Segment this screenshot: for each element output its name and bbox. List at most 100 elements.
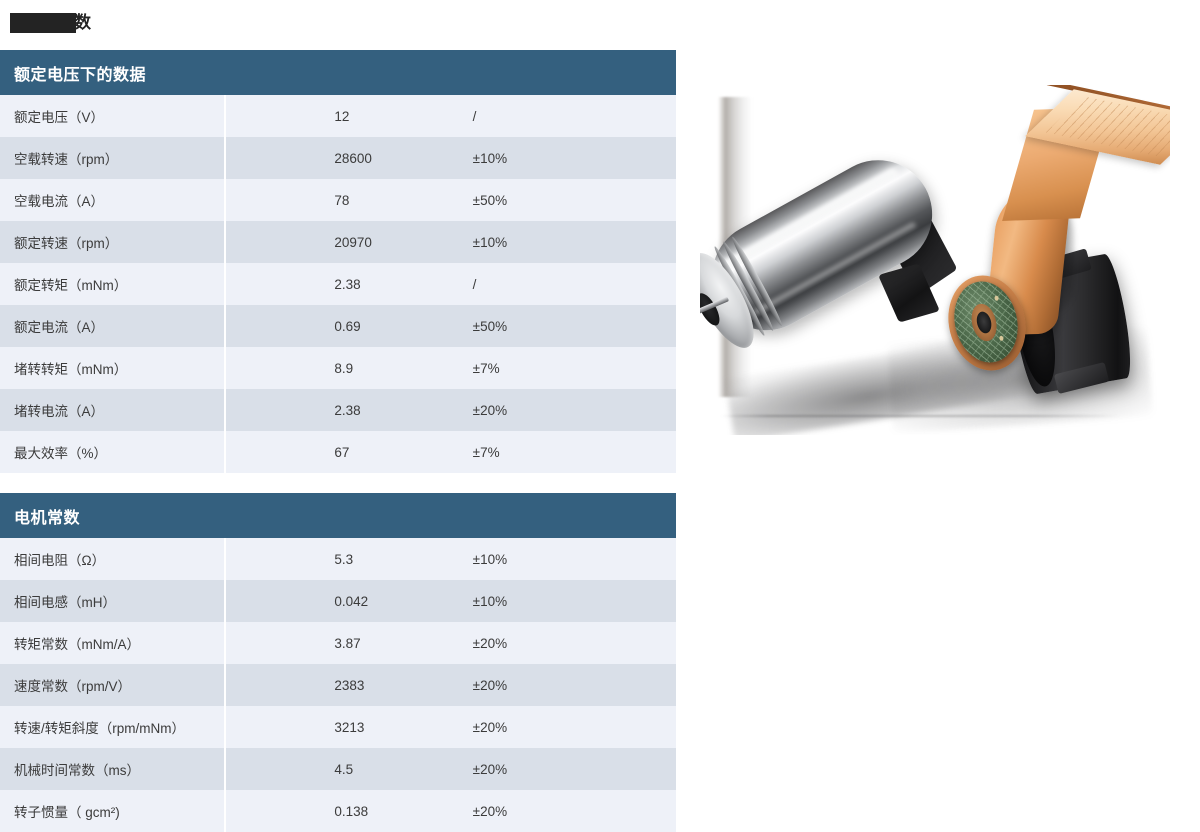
row-label-text: 转矩常数 (14, 637, 68, 652)
spec-rows-motor-constants: 相间电阻（Ω） 5.3 ±10% 相间电感（mH） 0.042 ±10% 转矩常… (0, 538, 676, 832)
row-tolerance: ±20% (472, 761, 508, 777)
page-title-visible-tail: 数 (74, 13, 91, 32)
row-value: 2.38 (224, 263, 451, 305)
row-label: 额定转速（rpm） (0, 221, 225, 263)
row-tolerance: ±10% (472, 150, 508, 166)
table-row: 堵转电流（A） 2.38 ±20% (0, 389, 676, 431)
row-label: 转矩常数（mNm/A） (0, 622, 225, 664)
row-tolerance: ±20% (472, 803, 508, 819)
row-label: 转速/转矩斜度（rpm/mNm） (0, 706, 225, 748)
row-label: 相间电阻（Ω） (0, 538, 225, 580)
row-unit: （%） (68, 446, 108, 461)
row-label-text: 空载电流 (14, 194, 68, 209)
row-label-text: 相间电阻 (14, 553, 68, 568)
row-unit: （mH） (68, 595, 116, 610)
table-row: 转矩常数（mNm/A） 3.87 ±20% (0, 622, 676, 664)
row-label-text: 机械时间常数 (14, 763, 95, 778)
row-unit: （mNm） (68, 362, 128, 377)
table-row: 堵转转矩（mNm） 8.9 ±7% (0, 347, 676, 389)
row-tolerance: ±7% (472, 444, 500, 460)
row-value: 5.3 (224, 538, 451, 580)
row-label: 最大效率（%） (0, 431, 225, 473)
row-value: 78 (224, 179, 451, 221)
row-value: 3213 (224, 706, 451, 748)
row-value: 28600 (224, 137, 451, 179)
row-value: 0.042 (224, 580, 451, 622)
table-row: 额定转速（rpm） 20970 ±10% (0, 221, 676, 263)
table-row: 额定转矩（mNm） 2.38 / (0, 263, 676, 305)
pcb-center-bore (974, 310, 994, 335)
row-label-text: 额定转矩 (14, 278, 68, 293)
row-tolerance: / (472, 108, 477, 124)
section-header-rated-voltage-data: 额定电压下的数据 (0, 50, 676, 95)
row-label-text: 转子惯量 (14, 805, 68, 820)
table-row: 转速/转矩斜度（rpm/mNm） 3213 ±20% (0, 706, 676, 748)
row-tolerance: ±10% (472, 551, 508, 567)
row-label-text: 空载转速 (14, 152, 68, 167)
table-row: 相间电阻（Ω） 5.3 ±10% (0, 538, 676, 580)
row-unit: （rpm/mNm） (98, 721, 186, 736)
row-unit: （A） (68, 404, 105, 419)
row-label: 堵转转矩（mNm） (0, 347, 225, 389)
row-tolerance: / (472, 276, 477, 292)
row-tolerance: ±20% (472, 677, 508, 693)
row-unit: （ms） (95, 763, 140, 778)
row-tolerance: ±10% (472, 593, 508, 609)
section-header-motor-constants: 电机常数 (0, 493, 676, 538)
row-unit: （Ω） (68, 553, 106, 568)
row-tolerance: ±20% (472, 402, 508, 418)
row-tolerance: ±50% (472, 318, 508, 334)
redaction-block (10, 13, 76, 33)
row-unit: （A） (68, 320, 105, 335)
row-label: 空载转速（rpm） (0, 137, 225, 179)
table-row: 相间电感（mH） 0.042 ±10% (0, 580, 676, 622)
row-label: 空载电流（A） (0, 179, 225, 221)
row-tolerance: ±20% (472, 635, 508, 651)
table-row: 额定电压（V） 12 / (0, 95, 676, 137)
row-unit: （rpm） (68, 236, 119, 251)
row-value: 8.9 (224, 347, 451, 389)
row-label-text: 堵转电流 (14, 404, 68, 419)
row-value: 12 (224, 95, 451, 137)
row-value: 2.38 (224, 389, 451, 431)
row-label-text: 转速/转矩斜度 (14, 721, 99, 736)
row-tolerance: ±10% (472, 234, 508, 250)
ground-line (720, 415, 1120, 417)
row-unit: （ gcm²) (68, 805, 120, 820)
row-label-text: 堵转转矩 (14, 362, 68, 377)
row-label: 额定电压（V） (0, 95, 225, 137)
row-value: 0.138 (224, 790, 451, 832)
row-tolerance: ±7% (472, 360, 500, 376)
row-value: 20970 (224, 221, 451, 263)
row-unit: （rpm/V） (68, 679, 132, 694)
row-label: 速度常数（rpm/V） (0, 664, 225, 706)
table-row: 最大效率（%） 67 ±7% (0, 431, 676, 473)
row-label: 额定电流（A） (0, 305, 225, 347)
row-value: 67 (224, 431, 451, 473)
table-row: 空载电流（A） 78 ±50% (0, 179, 676, 221)
row-unit: （rpm） (68, 152, 119, 167)
row-unit: （V） (68, 110, 105, 125)
table-row: 额定电流（A） 0.69 ±50% (0, 305, 676, 347)
row-value: 3.87 (224, 622, 451, 664)
table-separator (0, 473, 676, 493)
specification-tables: 额定电压下的数据 额定电压（V） 12 / 空载转速（rpm） 28600 ±1… (0, 50, 676, 832)
table-row: 空载转速（rpm） 28600 ±10% (0, 137, 676, 179)
spec-table-rated-voltage-data: 额定电压下的数据 额定电压（V） 12 / 空载转速（rpm） 28600 ±1… (0, 50, 676, 473)
row-label-text: 速度常数 (14, 679, 68, 694)
row-label-text: 额定电流 (14, 320, 68, 335)
row-unit: （A） (68, 194, 105, 209)
copper-flex-cable (982, 85, 1170, 363)
page-title: 数 (10, 8, 91, 38)
table-row: 机械时间常数（ms） 4.5 ±20% (0, 748, 676, 790)
row-label: 堵转电流（A） (0, 389, 225, 431)
row-label: 机械时间常数（ms） (0, 748, 225, 790)
product-image (700, 85, 1170, 435)
row-label: 额定转矩（mNm） (0, 263, 225, 305)
row-value: 0.69 (224, 305, 451, 347)
table-row: 转子惯量（ gcm²) 0.138 ±20% (0, 790, 676, 832)
row-label: 转子惯量（ gcm²) (0, 790, 225, 832)
product-image-stage (700, 85, 1170, 435)
row-tolerance: ±20% (472, 719, 508, 735)
row-unit: （mNm） (68, 278, 128, 293)
